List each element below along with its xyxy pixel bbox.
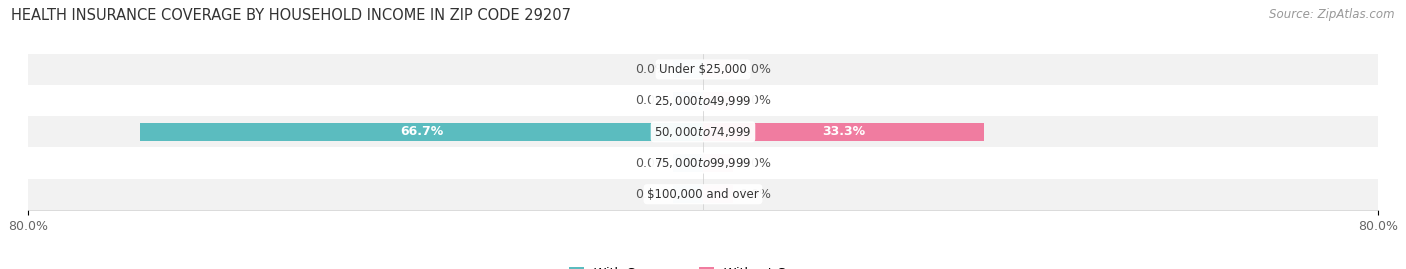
Bar	[673, 185, 703, 203]
Bar	[703, 185, 733, 203]
Bar	[673, 154, 703, 172]
Text: Under $25,000: Under $25,000	[659, 63, 747, 76]
Text: Source: ZipAtlas.com: Source: ZipAtlas.com	[1270, 8, 1395, 21]
Bar	[28, 54, 1378, 85]
Text: HEALTH INSURANCE COVERAGE BY HOUSEHOLD INCOME IN ZIP CODE 29207: HEALTH INSURANCE COVERAGE BY HOUSEHOLD I…	[11, 8, 571, 23]
Text: 0.0%: 0.0%	[740, 94, 772, 107]
Bar	[703, 60, 733, 79]
Text: $25,000 to $49,999: $25,000 to $49,999	[654, 94, 752, 108]
Bar	[703, 123, 984, 141]
Text: 0.0%: 0.0%	[740, 63, 772, 76]
Text: 0.0%: 0.0%	[740, 157, 772, 169]
Bar	[673, 60, 703, 79]
Bar	[28, 85, 1378, 116]
Bar	[28, 147, 1378, 179]
Text: $75,000 to $99,999: $75,000 to $99,999	[654, 156, 752, 170]
Text: $50,000 to $74,999: $50,000 to $74,999	[654, 125, 752, 139]
Text: $100,000 and over: $100,000 and over	[647, 188, 759, 201]
Text: 66.7%: 66.7%	[401, 125, 443, 138]
Bar	[703, 154, 733, 172]
Text: 33.3%: 33.3%	[823, 125, 865, 138]
Bar	[28, 179, 1378, 210]
Bar	[673, 91, 703, 110]
Text: 0.0%: 0.0%	[740, 188, 772, 201]
Bar	[28, 116, 1378, 147]
Text: 0.0%: 0.0%	[634, 94, 666, 107]
Legend: With Coverage, Without Coverage: With Coverage, Without Coverage	[564, 262, 842, 269]
Text: 0.0%: 0.0%	[634, 188, 666, 201]
Bar	[703, 91, 733, 110]
Text: 0.0%: 0.0%	[634, 63, 666, 76]
Text: 0.0%: 0.0%	[634, 157, 666, 169]
Bar	[141, 123, 703, 141]
